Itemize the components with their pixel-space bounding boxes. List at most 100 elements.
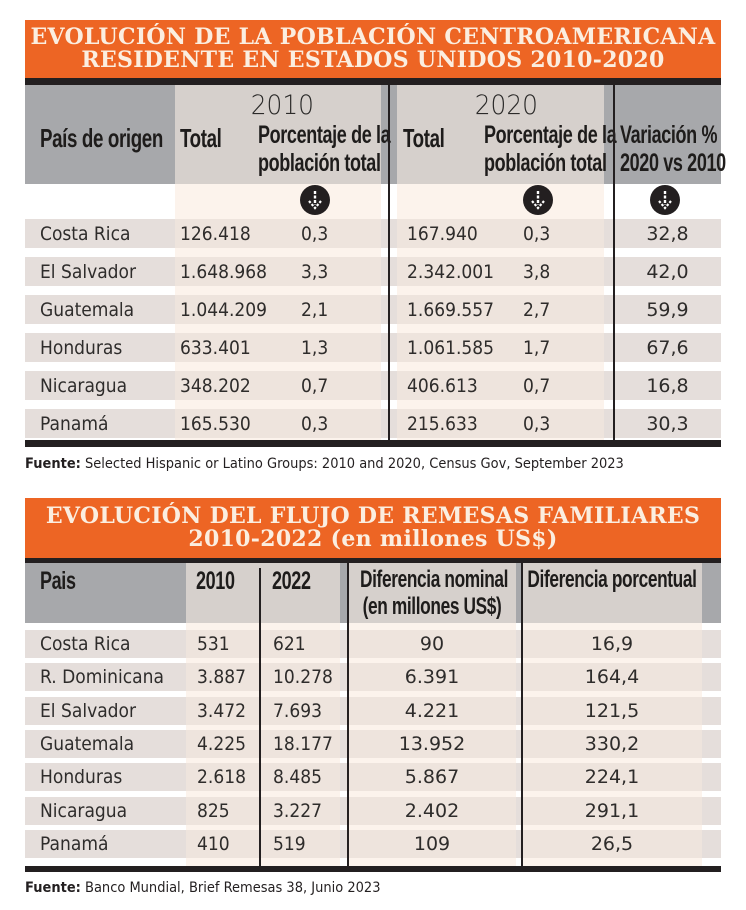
pct-2020-cell: 0,7	[523, 375, 551, 397]
percent-diff-cell: 291,1	[584, 800, 640, 822]
title-line-2: 2010-2022 (en millones US$)	[188, 526, 558, 552]
year-2010-label: 2010	[250, 90, 314, 121]
pct-2020-cell: 0,3	[523, 223, 551, 245]
row-band-tint	[522, 663, 702, 691]
header-pct-2010-line2: población total	[258, 149, 381, 177]
row-band-tint	[522, 763, 702, 791]
header-bg-years	[186, 563, 340, 623]
country-cell: R. Dominicana	[40, 666, 164, 688]
header-pct-2020-line2: población total	[484, 149, 607, 177]
row-band-tint	[175, 409, 381, 438]
header-pct-2020: Porcentaje de la población total	[484, 121, 617, 177]
country-cell: Nicaragua	[40, 375, 128, 397]
row-band-tint	[348, 830, 516, 858]
row-band-tint	[348, 797, 516, 825]
population-table-title: EVOLUCIÓN DE LA POBLACIÓN CENTROAMERICAN…	[25, 20, 721, 78]
country-cell: Panamá	[40, 833, 109, 855]
row-band-tint	[522, 630, 702, 658]
pct-2010-cell: 1,3	[301, 337, 329, 359]
total-2010-cell: 348.202	[180, 375, 251, 397]
header-edge	[702, 563, 721, 623]
value-2010-cell: 2.618	[197, 766, 246, 788]
value-2010-cell: 3.887	[197, 666, 246, 688]
value-2022-cell: 18.177	[273, 733, 333, 755]
row-band-tint	[175, 333, 381, 362]
variation-cell: 32,8	[646, 223, 689, 245]
row-band-tint	[186, 730, 340, 758]
percent-diff-cell: 330,2	[584, 733, 640, 755]
value-2022-cell: 7.693	[273, 700, 322, 722]
header-bg-percent	[522, 563, 702, 623]
nominal-diff-cell: 109	[413, 833, 451, 855]
percent-diff-cell: 164,4	[584, 666, 640, 688]
total-2010-cell: 126.418	[180, 223, 251, 245]
pct-2010-cell: 0,3	[301, 223, 329, 245]
percent-diff-cell: 224,1	[584, 766, 640, 788]
header-gap	[340, 563, 348, 623]
percent-diff-cell: 26,5	[590, 833, 634, 855]
country-cell: El Salvador	[40, 261, 137, 283]
country-cell: Costa Rica	[40, 223, 131, 245]
header-total-2020: Total	[403, 123, 445, 153]
percent-diff-cell: 16,9	[590, 633, 634, 655]
value-2010-cell: 531	[197, 633, 230, 655]
total-2020-cell: 215.633	[407, 413, 478, 435]
country-cell: Costa Rica	[40, 633, 131, 655]
sort-down-arrow-icon[interactable]	[523, 185, 553, 215]
row-band-tint	[186, 830, 340, 858]
total-2010-cell: 1.044.209	[180, 299, 268, 321]
header-bg-2020	[397, 85, 604, 184]
header-pais: Pais	[40, 567, 76, 595]
value-2010-cell: 825	[197, 800, 230, 822]
header-total-2010: Total	[180, 123, 222, 153]
title-line-2: RESIDENTE EN ESTADOS UNIDOS 2010-2020	[81, 47, 665, 73]
header-bg-country	[25, 563, 186, 623]
value-2022-cell: 10.278	[273, 666, 333, 688]
pct-2010-cell: 3,3	[301, 261, 329, 283]
row-band-tint	[175, 371, 381, 400]
pct-2010-cell: 0,3	[301, 413, 329, 435]
header-nominal-line2: (en millones US$)	[362, 593, 502, 620]
column-divider	[347, 563, 349, 866]
header-bg-country	[25, 85, 175, 184]
header-pct-2010: Porcentaje de la población total	[258, 121, 391, 177]
header-country: País de origen	[40, 123, 163, 153]
header-2022: 2022	[272, 567, 311, 595]
sort-down-arrow-icon[interactable]	[300, 185, 330, 215]
variation-cell: 42,0	[646, 261, 689, 283]
row-band-tint	[397, 219, 604, 248]
year-2020-label: 2020	[474, 90, 538, 121]
pct-2010-cell: 0,7	[301, 375, 329, 397]
header-percent: Diferencia porcentual	[527, 566, 697, 593]
variation-cell: 59,9	[646, 299, 689, 321]
title-line-1: EVOLUCIÓN DE LA POBLACIÓN CENTROAMERICAN…	[30, 23, 716, 50]
value-2010-cell: 4.225	[197, 733, 246, 755]
sort-down-arrow-icon[interactable]	[650, 185, 680, 215]
country-cell: Guatemala	[40, 733, 135, 755]
country-cell: Guatemala	[40, 299, 135, 321]
header-nominal: Diferencia nominal (en millones US$)	[360, 566, 508, 620]
row-band-tint	[397, 333, 604, 362]
row-band-tint	[522, 697, 702, 725]
total-2020-cell: 1.061.585	[407, 337, 495, 359]
row-band-tint	[397, 257, 604, 286]
header-bg-variation	[604, 85, 721, 184]
nominal-diff-cell: 90	[419, 633, 445, 655]
source-text: Banco Mundial, Brief Remesas 38, Junio 2…	[80, 880, 381, 896]
pct-2010-cell: 2,1	[301, 299, 329, 321]
country-cell: Honduras	[40, 337, 123, 359]
row-band-tint	[348, 763, 516, 791]
country-cell: Panamá	[40, 413, 109, 435]
nominal-diff-cell: 13.952	[398, 733, 466, 755]
title-rule	[25, 558, 721, 563]
column-divider	[521, 563, 523, 866]
country-cell: El Salvador	[40, 700, 137, 722]
pct-2020-cell: 0,3	[523, 413, 551, 435]
row-band-tint	[397, 409, 604, 438]
header-2010: 2010	[196, 567, 235, 595]
value-2010-cell: 3.472	[197, 700, 246, 722]
total-2020-cell: 167.940	[407, 223, 478, 245]
header-gap	[516, 563, 522, 623]
table-bottom-rule	[25, 440, 721, 447]
row-band-tint	[522, 730, 702, 758]
